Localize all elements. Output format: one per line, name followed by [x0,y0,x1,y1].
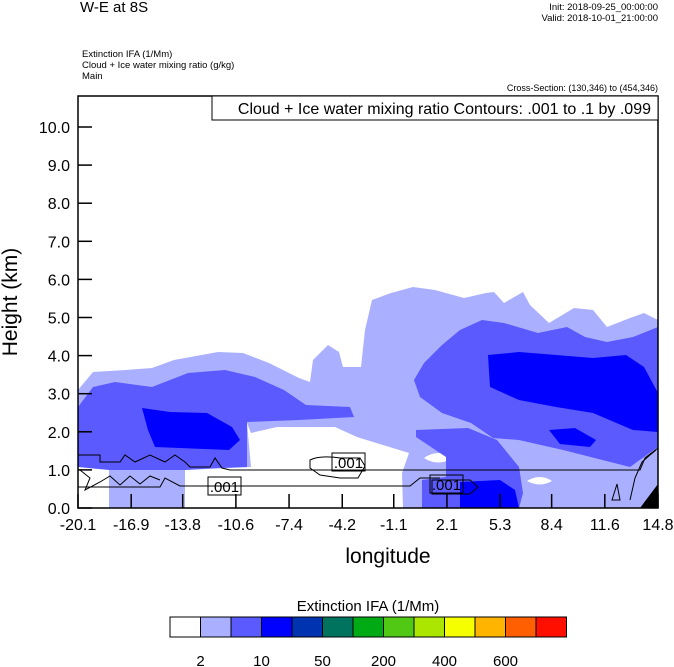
colorbar-title: Extinction IFA (1/Mm) [297,598,440,615]
x-tick-label: -10.6 [218,517,255,534]
colorbar-swatch [169,616,201,638]
x-tick-label: -1.1 [380,517,408,534]
contour-line [611,449,657,501]
x-tick-label: -7.4 [275,517,303,534]
contour-line [431,479,479,495]
dark-region [142,408,240,450]
contour-line [79,469,161,492]
y-tick-label: 9.0 [48,158,70,175]
contour-label-box [207,476,242,496]
mixing-ratio-contours [78,447,659,501]
y-tick-label: 3.0 [48,387,70,404]
contour-label: .001 [334,455,363,472]
dark-region [549,428,596,447]
x-tick-label: 2.1 [436,517,458,534]
x-tick-label: -13.8 [164,517,201,534]
x-tick-label: 11.6 [590,517,620,534]
colorbar-swatch [413,616,445,638]
x-tick-label: 5.3 [489,517,511,534]
field-label-cloud-ice: Cloud + Ice water mixing ratio (g/kg) [82,60,235,71]
x-tick-label: -20.1 [60,517,97,534]
x-axis-label: longitude [345,545,430,568]
colorbar-swatch [383,616,415,638]
cross-section-label: Cross-Section: (130,346) to (454,346) [506,83,658,93]
contour-line [78,477,440,488]
contour-line [78,447,659,471]
colorbar-label: 600 [493,653,518,667]
colorbar-label: 400 [432,653,457,667]
colorbar-swatch [474,616,506,638]
y-tick-label: 6.0 [48,272,70,289]
x-tick-label: 8.4 [541,517,563,534]
colorbar-swatch [261,616,293,638]
colorbar: 2 10 50 200 400 600 [169,616,567,667]
colorbar-swatch [322,616,354,638]
axes: 0.01.02.03.04.05.06.07.08.09.010.0-20.1-… [39,120,674,534]
contour-info-box [211,95,659,121]
y-axis-label: Height (km) [0,248,22,357]
colorbar-swatch [200,616,232,638]
valid-time: Valid: 2018-10-01_21:00:00 [541,13,658,24]
colorbar-label: 10 [253,653,270,667]
field-label-main: Main [82,71,103,82]
contour-info: Cloud + Ice water mixing ratio Contours:… [238,101,651,118]
dark-region [460,480,519,508]
colorbar-swatch [291,616,323,638]
init-time: Init: 2018-09-25_00:00:00 [549,2,658,13]
colorbar-label: 2 [196,653,204,667]
colorbar-label: 50 [314,653,331,667]
dark-region [488,352,658,432]
x-tick-label: 14.8 [642,517,673,534]
colorbar-swatch [352,616,384,638]
x-tick-label: -4.2 [328,517,356,534]
contour-label: .001 [432,477,461,494]
contour-labels: .001 .001 .001 [207,452,464,496]
contour-line [309,456,366,479]
y-tick-label: 7.0 [48,234,70,251]
contour-label: .001 [210,479,239,496]
contour-label-box [331,452,366,472]
colorbar-label: 200 [371,653,396,667]
contour-label-box [429,474,464,494]
y-tick-label: 0.0 [48,501,70,518]
clear-region [527,477,552,485]
y-tick-label: 4.0 [48,349,70,366]
y-tick-label: 5.0 [48,311,70,328]
field-label-extinction: Extinction IFA (1/Mm) [82,49,173,60]
y-tick-label: 10.0 [39,120,70,137]
colorbar-swatch [230,616,262,638]
plot-title: W-E at 8S [80,0,149,16]
y-tick-label: 2.0 [48,425,70,442]
x-tick-label: -16.9 [113,517,150,534]
terrain [640,484,658,508]
colorbar-swatch [444,616,476,638]
y-tick-label: 1.0 [48,463,70,480]
colorbar-swatch [535,616,567,638]
y-tick-label: 8.0 [48,196,70,213]
extinction-shading [78,287,658,508]
colorbar-swatch [505,616,537,638]
